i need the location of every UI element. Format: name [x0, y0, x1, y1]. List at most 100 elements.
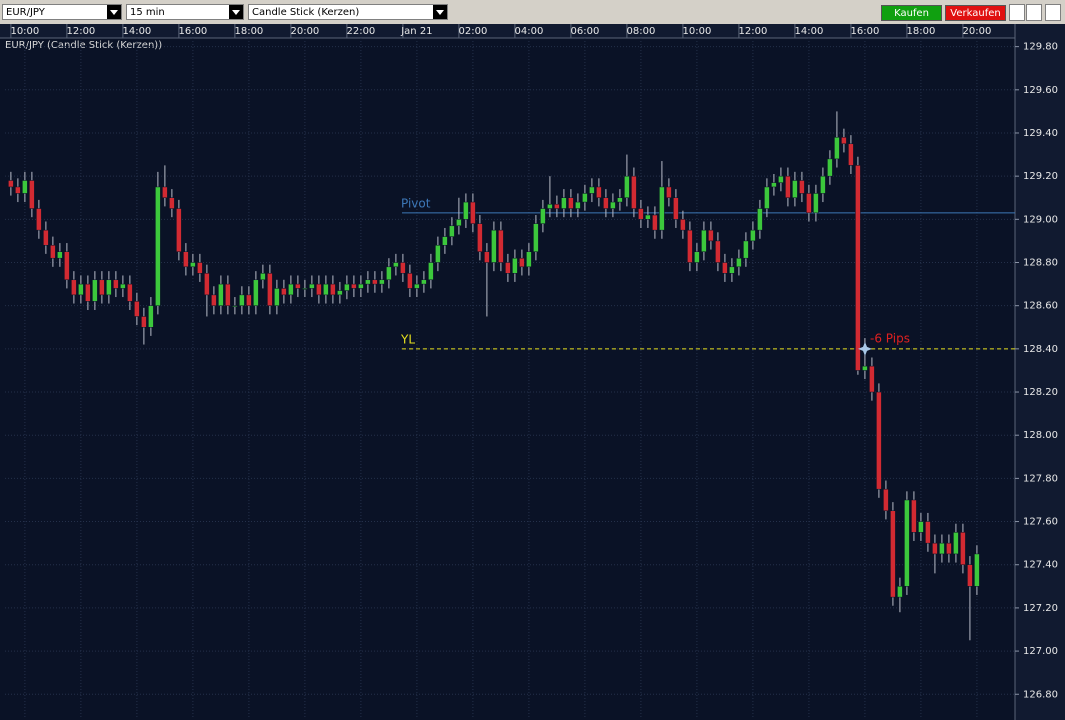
candle-body	[218, 283, 224, 306]
x-tick-label: 16:00	[851, 26, 880, 37]
x-tick-label: 18:00	[907, 26, 936, 37]
y-tick-label: 127.40	[1023, 560, 1058, 571]
x-tick-label: 12:00	[66, 26, 95, 37]
candle-body	[659, 186, 665, 231]
x-tick-label: 04:00	[514, 26, 543, 37]
candle-body	[519, 257, 525, 268]
candle-body	[288, 283, 294, 296]
candle-body	[309, 283, 315, 289]
draw-icon[interactable]	[1026, 4, 1042, 21]
candle-body	[316, 283, 322, 296]
candle-body	[575, 201, 581, 209]
candle-body	[736, 257, 742, 268]
candle-body	[127, 283, 133, 302]
candle-body	[204, 273, 210, 296]
symbol-select[interactable]: EUR/JPY	[2, 4, 122, 20]
bars-icon[interactable]	[1009, 4, 1025, 21]
y-tick-label: 127.80	[1023, 473, 1058, 484]
chart: EUR/JPY (Candle Stick (Kerzen)) 126.80 12…	[0, 24, 1065, 720]
candle-body	[141, 316, 147, 328]
candle-body	[722, 262, 728, 274]
chart-type-text: Candle Stick (Kerzen)	[252, 7, 360, 18]
x-tick-label: 14:00	[794, 26, 823, 37]
y-tick-label: 127.20	[1023, 603, 1058, 614]
window-icon[interactable]	[1045, 4, 1061, 21]
candle-body	[225, 283, 231, 306]
time-axis-band	[0, 24, 1015, 38]
x-tick-label: 16:00	[178, 26, 207, 37]
candle-body	[792, 180, 798, 198]
candle-body	[106, 279, 112, 296]
candle-body	[85, 283, 91, 302]
interval-select[interactable]: 15 min	[126, 4, 244, 20]
candle-body	[904, 499, 910, 587]
candle-body	[827, 158, 833, 177]
candle-body	[358, 283, 364, 289]
candle-body	[407, 273, 413, 289]
candle-body	[925, 521, 931, 544]
candle-body	[428, 262, 434, 281]
candle-body	[484, 251, 490, 263]
candle-body	[43, 229, 49, 246]
chart-title: EUR/JPY (Candle Stick (Kerzen))	[5, 40, 162, 51]
candle-body	[876, 391, 882, 490]
x-tick-label: 18:00	[234, 26, 263, 37]
price-axis-band	[1015, 24, 1065, 720]
candle-body	[379, 279, 385, 285]
candle-body	[729, 266, 735, 274]
candle-body	[351, 283, 357, 289]
buy-button[interactable]: Kaufen	[881, 5, 942, 21]
candle-body	[386, 266, 392, 281]
candle-body	[449, 225, 455, 237]
y-tick-label: 129.80	[1023, 42, 1058, 53]
candle-body	[169, 197, 175, 209]
candle-body	[197, 262, 203, 274]
candle-body	[869, 365, 875, 393]
candle-body	[862, 365, 868, 371]
candle-body	[645, 214, 651, 220]
candle-body	[603, 197, 609, 209]
candle-body	[113, 279, 119, 289]
candle-body	[883, 488, 889, 512]
candle-body	[365, 279, 371, 285]
candle-body	[897, 586, 903, 598]
y-tick-label: 128.60	[1023, 301, 1058, 312]
candle-body	[932, 542, 938, 555]
candle-body	[470, 201, 476, 224]
candle-body	[50, 244, 56, 259]
x-tick-label: 06:00	[570, 26, 599, 37]
candle-body	[176, 208, 182, 252]
candle-body	[813, 193, 819, 214]
candle-body	[582, 193, 588, 203]
candle-body	[302, 288, 308, 290]
candle-body	[610, 201, 616, 209]
candle-body	[624, 175, 630, 198]
y-tick-label: 128.40	[1023, 344, 1058, 355]
candle-body	[92, 279, 98, 302]
candle-body	[400, 262, 406, 274]
candle-body	[939, 542, 945, 555]
candle-body	[638, 208, 644, 220]
candle-body	[57, 251, 63, 259]
candle-body	[162, 186, 168, 198]
y-tick-label: 129.60	[1023, 85, 1058, 96]
candle-body	[715, 240, 721, 263]
candle-body	[64, 251, 70, 281]
candle-body	[918, 521, 924, 533]
candle-body	[344, 283, 350, 291]
candle-body	[708, 229, 714, 242]
candle-body	[841, 137, 847, 145]
candle-body	[540, 208, 546, 224]
candle-body	[22, 180, 28, 194]
candle-body	[29, 180, 35, 209]
sell-button[interactable]: Verkaufen	[945, 5, 1006, 21]
candle-body	[701, 229, 707, 252]
candle-body	[946, 542, 952, 555]
candle-body	[323, 283, 329, 296]
candle-body	[652, 214, 658, 231]
chart-type-select[interactable]: Candle Stick (Kerzen)	[248, 4, 448, 20]
candle-body	[463, 201, 469, 220]
candle-body	[239, 294, 245, 306]
candle-body	[414, 283, 420, 289]
